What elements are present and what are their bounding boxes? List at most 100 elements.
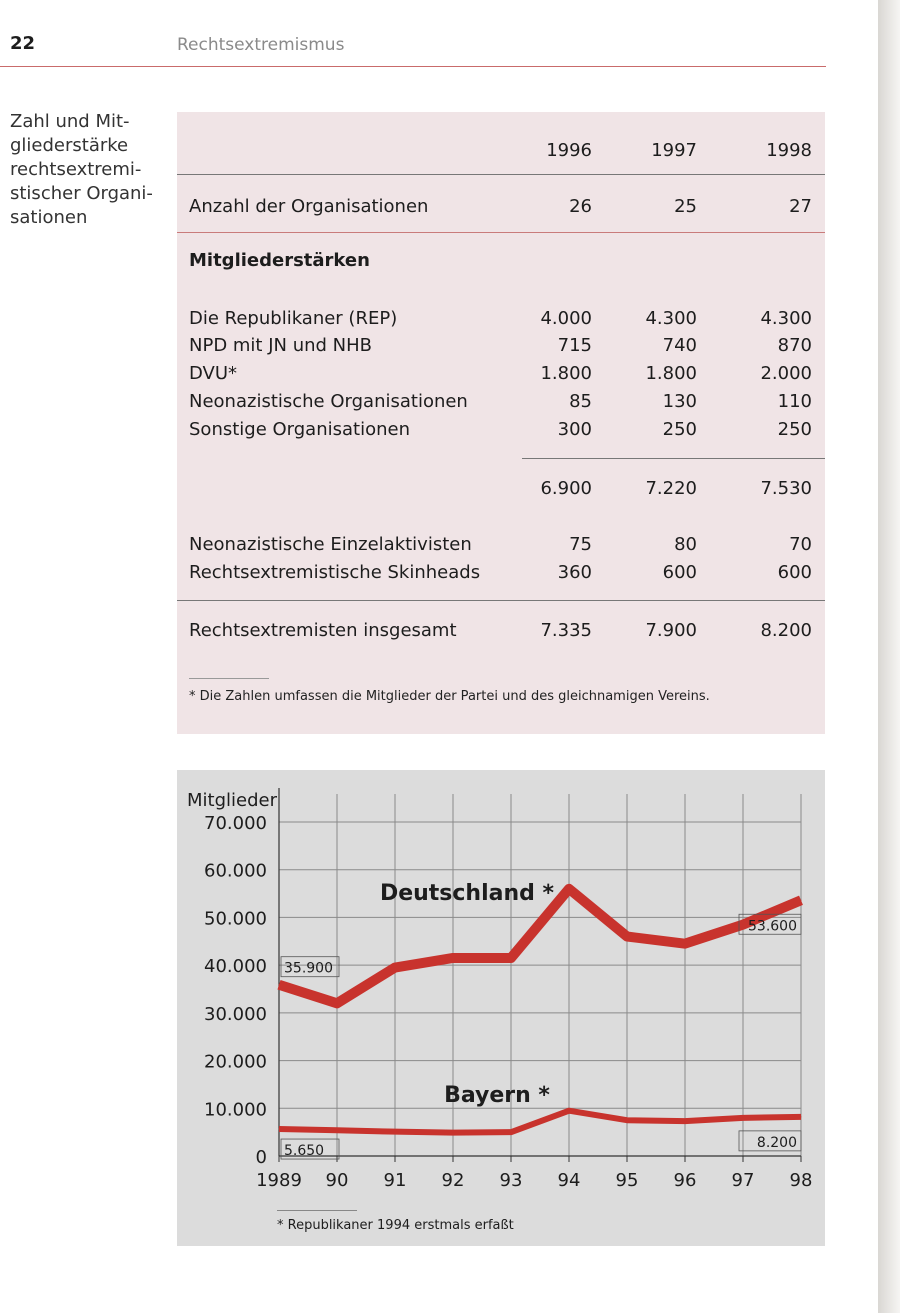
table-cell: 75 — [569, 534, 592, 555]
x-tick-label: 97 — [732, 1170, 755, 1191]
year-header: 1997 — [651, 140, 697, 161]
total-cell: 7.900 — [645, 620, 697, 641]
x-tick-label: 95 — [616, 1170, 639, 1191]
section-heading: Mitgliederstärken — [189, 250, 370, 271]
table-cell: 250 — [777, 419, 812, 440]
x-tick-label: 92 — [442, 1170, 465, 1191]
x-tick-label: 1989 — [256, 1170, 302, 1191]
row-label: Sonstige Organisationen — [189, 419, 410, 440]
data-point — [800, 1116, 802, 1118]
data-point — [684, 1120, 686, 1122]
table-cell: 70 — [789, 534, 812, 555]
data-point — [278, 1128, 280, 1130]
table-rule — [177, 174, 825, 175]
subtotal-rule — [522, 458, 825, 459]
table-cell: 715 — [557, 335, 592, 356]
data-point — [684, 943, 686, 945]
table-cell: 600 — [777, 562, 812, 583]
data-label-box — [738, 1130, 802, 1152]
data-point — [452, 957, 454, 959]
data-label-box — [280, 1138, 340, 1160]
row-label: Rechtsextremistische Skinheads — [189, 562, 481, 583]
total-cell: 7.335 — [540, 620, 592, 641]
y-tick-label: 70.000 — [204, 813, 267, 834]
table-cell: 4.300 — [760, 308, 812, 329]
page-number: 22 — [10, 33, 36, 54]
table-cell: 27 — [789, 196, 812, 217]
table-cell: 740 — [662, 335, 697, 356]
x-tick-label: 94 — [558, 1170, 581, 1191]
y-tick-label: 30.000 — [204, 1004, 267, 1025]
x-tick-label: 91 — [384, 1170, 407, 1191]
series-line — [277, 883, 803, 1009]
data-label: 53.600 — [748, 918, 797, 934]
x-tick-label: 98 — [790, 1170, 813, 1191]
table-cell: 870 — [777, 335, 812, 356]
table-cell: 360 — [557, 562, 592, 583]
table-cell: 250 — [662, 419, 697, 440]
data-point — [394, 967, 396, 969]
data-label: 35.900 — [284, 961, 333, 977]
table-cell: 130 — [662, 391, 697, 412]
data-point — [626, 1119, 628, 1121]
line-chart: 0 10.000 20.000 30.000 40.000 50.000 60.000 70.… — [187, 788, 813, 1191]
page: 22 Rechtsextremismus Zahl und Mit- glied… — [0, 0, 878, 1313]
table-cell: 1.800 — [645, 363, 697, 384]
running-title: Rechtsextremismus — [177, 35, 345, 55]
x-tick-label: 90 — [326, 1170, 349, 1191]
y-tick-label: 0 — [256, 1147, 267, 1168]
page-edge — [878, 0, 900, 1313]
chart-footnote: * Republikaner 1994 erstmals erfaßt — [277, 1218, 514, 1233]
table-footnote: * Die Zahlen umfassen die Mitglieder der… — [189, 689, 710, 704]
row-label: Neonazistische Organisationen — [189, 391, 468, 412]
header-rule — [0, 66, 826, 67]
data-label-box — [738, 913, 802, 935]
subtotal-cell: 6.900 — [540, 478, 592, 499]
y-tick-label: 40.000 — [204, 956, 267, 977]
data-point — [278, 984, 280, 986]
table-cell: 85 — [569, 391, 592, 412]
row-label: NPD mit JN und NHB — [189, 335, 373, 356]
row-label: Neonazistische Einzelaktivisten — [189, 534, 472, 555]
year-header: 1998 — [766, 140, 812, 161]
table-cell: 25 — [674, 196, 697, 217]
data-point — [394, 1131, 396, 1133]
page-header: 22 Rechtsextremismus — [0, 0, 878, 70]
data-point — [510, 957, 512, 959]
series-label: Bayern * — [444, 1083, 550, 1108]
table-cell: 300 — [557, 419, 592, 440]
data-label: 8.200 — [757, 1135, 797, 1151]
y-tick-label: 10.000 — [204, 1099, 267, 1120]
row-label: DVU* — [189, 363, 238, 384]
data-point — [336, 1002, 338, 1004]
chart-footnote-rule — [277, 1210, 357, 1211]
y-axis-label: Mitglieder — [187, 790, 278, 811]
data-point — [742, 924, 744, 926]
x-tick-label: 93 — [500, 1170, 523, 1191]
footnote-rule — [189, 678, 269, 679]
series-line — [278, 1107, 802, 1136]
y-tick-label: 20.000 — [204, 1052, 267, 1073]
subtotal-cell: 7.530 — [760, 478, 812, 499]
table-cell: 2.000 — [760, 363, 812, 384]
subtotal-cell: 7.220 — [645, 478, 697, 499]
table-cell: 4.000 — [540, 308, 592, 329]
year-header: 1996 — [546, 140, 592, 161]
y-tick-label: 50.000 — [204, 908, 267, 929]
table-cell: 110 — [777, 391, 812, 412]
table-cell: 4.300 — [645, 308, 697, 329]
table-cell: 600 — [662, 562, 697, 583]
membership-table: 1996 1997 1998 Anzahl der Organisationen… — [177, 112, 825, 734]
data-point — [336, 1129, 338, 1131]
table-rule — [177, 232, 825, 233]
row-label: Die Republikaner (REP) — [189, 308, 398, 329]
data-label-box — [280, 956, 340, 978]
data-point — [742, 1117, 744, 1119]
data-point — [568, 888, 570, 890]
table-cell: 26 — [569, 196, 592, 217]
data-point — [800, 899, 802, 901]
data-point — [510, 1131, 512, 1133]
row-label: Anzahl der Organisationen — [189, 196, 429, 217]
data-point — [626, 936, 628, 938]
data-point — [452, 1132, 454, 1134]
